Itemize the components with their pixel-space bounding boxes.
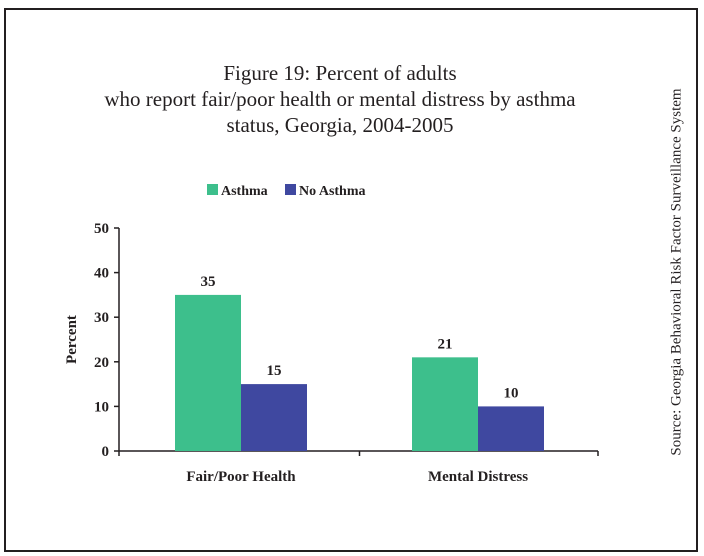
bar-no-asthma: [241, 384, 307, 451]
data-label: 21: [438, 336, 453, 352]
category-label: Mental Distress: [428, 469, 528, 485]
bar-asthma: [412, 357, 478, 451]
y-tick-label: 50: [94, 221, 109, 237]
y-tick-label: 40: [94, 266, 109, 282]
y-axis-title: Percent: [64, 315, 80, 364]
legend-swatch-no-asthma: [285, 184, 296, 195]
bar-asthma: [175, 294, 241, 451]
chart-title-line: status, Georgia, 2004-2005: [226, 113, 454, 137]
y-tick-label: 0: [102, 444, 110, 460]
legend-label-no-asthma: No Asthma: [299, 184, 366, 199]
bar-no-asthma: [478, 406, 544, 451]
legend-swatch-asthma: [207, 184, 218, 195]
data-label: 35: [201, 274, 216, 290]
y-tick-label: 20: [94, 355, 109, 371]
data-label: 10: [504, 385, 519, 401]
chart-title-line: Figure 19: Percent of adults: [223, 61, 457, 85]
chart-title: Figure 19: Percent of adults who report …: [40, 60, 640, 138]
legend-label-asthma: Asthma: [221, 184, 268, 199]
category-label: Fair/Poor Health: [186, 469, 296, 485]
y-tick-label: 10: [94, 399, 109, 415]
chart-title-line: who report fair/poor health or mental di…: [104, 87, 576, 111]
data-label: 15: [267, 363, 282, 379]
y-tick-label: 30: [94, 310, 109, 326]
